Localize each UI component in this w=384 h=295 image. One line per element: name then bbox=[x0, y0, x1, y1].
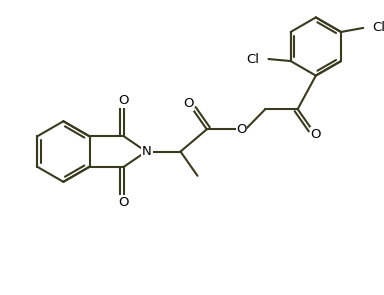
Text: O: O bbox=[236, 123, 247, 136]
Text: N: N bbox=[142, 145, 152, 158]
Text: Cl: Cl bbox=[247, 53, 260, 65]
Text: O: O bbox=[119, 94, 129, 107]
Text: O: O bbox=[183, 97, 194, 110]
Text: O: O bbox=[311, 128, 321, 141]
Text: Cl: Cl bbox=[372, 22, 384, 35]
Text: O: O bbox=[119, 196, 129, 209]
